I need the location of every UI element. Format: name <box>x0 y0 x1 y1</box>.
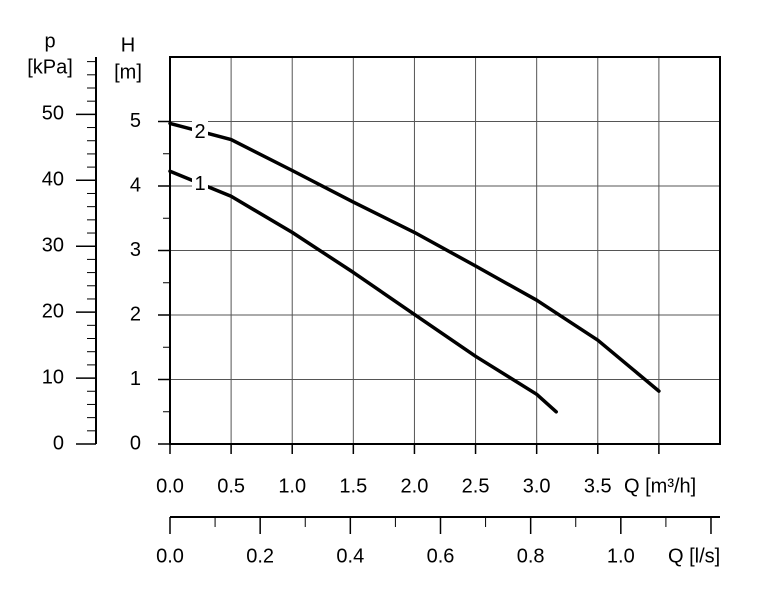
curve-label-bg <box>192 172 208 195</box>
curve-label: 1 <box>194 173 205 195</box>
y-tick-label: 5 <box>130 110 141 132</box>
x2-tick-label: 0.0 <box>156 545 184 567</box>
x-tick-label: 3.5 <box>584 475 612 497</box>
x-tick-label: 0.5 <box>217 475 245 497</box>
y-label: H <box>121 34 135 56</box>
x-label: Q [m³/h] <box>624 475 696 497</box>
curve-label-bg <box>192 120 208 143</box>
curve-label: 2 <box>194 121 205 143</box>
x2-label: Q [l/s] <box>668 545 720 567</box>
y2-tick-label: 0 <box>53 432 64 454</box>
x2-tick-label: 0.6 <box>427 545 455 567</box>
y-tick-label: 2 <box>130 303 141 325</box>
x2-tick-label: 1.0 <box>607 545 635 567</box>
y2-tick-label: 50 <box>42 103 64 125</box>
pump-curve <box>168 169 558 414</box>
y2-tick-label: 20 <box>42 300 64 322</box>
y2-label: p <box>44 30 55 52</box>
x-tick-label: 2.5 <box>462 475 490 497</box>
y-tick-label: 4 <box>130 174 141 196</box>
x-tick-label: 1.0 <box>278 475 306 497</box>
x2-tick-label: 0.4 <box>336 545 364 567</box>
y2-tick-label: 40 <box>42 169 64 191</box>
y-tick-label: 1 <box>130 368 141 390</box>
x-tick-label: 3.0 <box>523 475 551 497</box>
x-tick-label: 1.5 <box>339 475 367 497</box>
plot-frame <box>169 56 721 445</box>
pump-curve <box>168 121 661 393</box>
x2-tick-label: 0.8 <box>517 545 545 567</box>
y2-tick-label: 10 <box>42 366 64 388</box>
x-tick-label: 2.0 <box>401 475 429 497</box>
y-unit: [m] <box>114 61 142 83</box>
x-tick-label: 0.0 <box>156 475 184 497</box>
y2-tick-label: 30 <box>42 234 64 256</box>
y2-unit: [kPa] <box>27 56 73 78</box>
y-tick-label: 0 <box>130 432 141 454</box>
x2-tick-label: 0.2 <box>246 545 274 567</box>
y-tick-label: 3 <box>130 239 141 261</box>
